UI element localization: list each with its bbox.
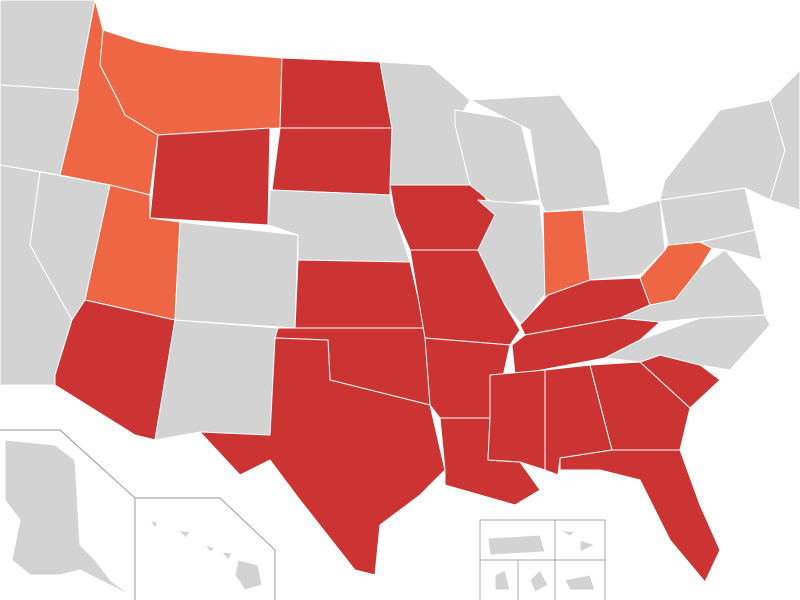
territories-inset-frame: [479, 519, 606, 600]
state-mississippi[interactable]: [487, 369, 546, 471]
state-new-york[interactable]: [659, 99, 786, 201]
state-georgia[interactable]: [589, 361, 691, 451]
state-illinois[interactable]: [477, 199, 549, 326]
state-maryland[interactable]: [699, 229, 763, 261]
territory-puerto-rico[interactable]: [487, 534, 546, 556]
state-arizona[interactable]: [54, 299, 176, 441]
hawaii-inset-frame: [135, 497, 276, 600]
territory-northern-mariana-islands[interactable]: [529, 569, 549, 593]
territory-virgin-islands[interactable]: [559, 529, 596, 553]
state-texas[interactable]: [199, 337, 446, 576]
territory-american-samoa[interactable]: [564, 574, 596, 591]
state-kansas[interactable]: [294, 259, 426, 329]
state-new-england[interactable]: [769, 69, 800, 211]
state-north-dakota[interactable]: [279, 57, 393, 129]
state-iowa[interactable]: [389, 184, 496, 251]
state-michigan[interactable]: [469, 94, 611, 213]
alaska-inset-frame: [0, 429, 136, 600]
state-alaska[interactable]: [4, 439, 131, 596]
state-hawaii[interactable]: [149, 519, 263, 591]
state-south-dakota[interactable]: [271, 127, 393, 196]
state-wyoming[interactable]: [149, 127, 271, 226]
state-new-mexico[interactable]: [154, 319, 279, 441]
territory-guam[interactable]: [494, 569, 511, 591]
state-colorado[interactable]: [174, 221, 299, 329]
state-florida[interactable]: [559, 449, 721, 583]
state-north-carolina[interactable]: [604, 314, 771, 371]
